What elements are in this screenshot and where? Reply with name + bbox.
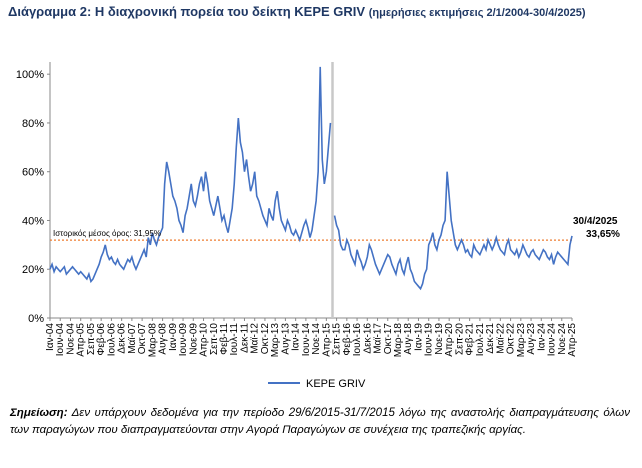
x-tick-label: Νοε-14 xyxy=(311,323,322,355)
x-tick-label: Μαϊ-12 xyxy=(250,323,261,354)
x-tick-label: Οκτ-07 xyxy=(137,323,148,355)
chart-title: Διάγραμμα 2: Η διαχρονική πορεία του δεί… xyxy=(8,4,586,19)
x-tick-label: Σεπ-20 xyxy=(454,323,465,355)
x-tick-label: Ιουλ-11 xyxy=(229,323,240,356)
x-tick-label: Δεκ-06 xyxy=(117,323,128,354)
x-tick-label: Ιαν-09 xyxy=(168,323,179,351)
x-tick-label: Απρ-20 xyxy=(444,323,455,357)
x-tick-label: Απρ-15 xyxy=(321,323,332,357)
chart: Διάγραμμα 2: Η διαχρονική πορεία του δεί… xyxy=(8,4,620,390)
x-tick-label: Ιαν-19 xyxy=(413,323,424,351)
x-tick-label: Μαρ-23 xyxy=(516,323,527,358)
x-tick-label: Νοε-19 xyxy=(434,323,445,355)
x-tick-label: Μαϊ-22 xyxy=(495,323,506,354)
note: Σημείωση: Δεν υπάρχουν δεδομένα για την … xyxy=(10,405,630,439)
x-tick-label: Δεκ-16 xyxy=(362,323,373,354)
x-tick-label: Ιουν-09 xyxy=(178,323,189,357)
title: Διάγραμμα 2: Η διαχρονική πορεία του δεί… xyxy=(8,4,365,19)
x-tick-label: Ιουν-14 xyxy=(301,323,312,357)
x-tick-label: Νοε-24 xyxy=(557,323,568,355)
x-tick-label: Αυγ-23 xyxy=(526,323,537,355)
end-value-label: 33,65% xyxy=(586,229,620,240)
legend-label: KEPE GRIV xyxy=(306,378,366,390)
x-tick-label: Ιαν-14 xyxy=(291,323,302,351)
x-tick-label: Σεπ-15 xyxy=(332,323,343,355)
data-line xyxy=(49,66,573,291)
note-label: Σημείωση: xyxy=(10,407,68,419)
x-tick-label: Φεβ-21 xyxy=(465,323,476,356)
subtitle: (ημερήσιες εκτιμήσεις 2/1/2004-30/4/2025… xyxy=(369,7,586,19)
x-tick-label: Σεπ-05 xyxy=(86,323,97,355)
x-tick-label: Αυγ-13 xyxy=(280,323,291,355)
x-tick-label: Οκτ-22 xyxy=(506,323,517,355)
x-tick-label: Απρ-10 xyxy=(199,323,210,357)
note-text: Δεν υπάρχουν δεδομένα για την περίοδο 29… xyxy=(10,407,630,436)
y-tick-label: 0% xyxy=(28,313,44,325)
x-tick-label: Μαρ-08 xyxy=(147,323,158,358)
x-tick-label: Νοε-09 xyxy=(188,323,199,355)
x-tick-label: Ιαν-24 xyxy=(536,323,547,351)
x-tick-label: Νοε-04 xyxy=(65,323,76,355)
x-tick-label: Απρ-05 xyxy=(76,323,87,357)
x-tick-label: Ιουλ-06 xyxy=(106,323,117,357)
y-tick-label: 60% xyxy=(22,167,44,179)
x-tick-label: Σεπ-10 xyxy=(209,323,220,355)
y-tick-label: 20% xyxy=(22,264,44,276)
y-tick-label: 40% xyxy=(22,215,44,227)
x-tick-label: Μαϊ-07 xyxy=(127,323,138,354)
y-tick-label: 80% xyxy=(22,118,44,130)
x-tick-label: Μαρ-13 xyxy=(270,323,281,358)
x-tick-label: Φεβ-06 xyxy=(96,323,107,356)
y-tick-label: 100% xyxy=(16,69,44,81)
x-tick-label: Ιουν-19 xyxy=(424,323,435,357)
end-date-label: 30/4/2025 xyxy=(573,216,618,227)
x-tick-label: Αυγ-18 xyxy=(403,323,414,355)
x-tick-label: Ιαν-04 xyxy=(45,323,56,351)
x-tick-label: Αυγ-08 xyxy=(158,323,169,355)
x-tick-label: Απρ-25 xyxy=(567,323,578,357)
x-tick-label: Δεκ-11 xyxy=(239,323,250,353)
x-tick-label: Δεκ-21 xyxy=(485,323,496,354)
x-tick-label: Φεβ-16 xyxy=(342,323,353,356)
x-tick-label: Φεβ-11 xyxy=(219,323,230,355)
x-tick-label: Οκτ-12 xyxy=(260,323,271,355)
x-tick-label: Ιουν-04 xyxy=(55,323,66,357)
x-tick-label: Μαϊ-17 xyxy=(373,323,384,354)
mean-label: Ιστορικός μέσος όρος: 31,95% xyxy=(53,229,161,238)
x-tick-label: Ιουλ-16 xyxy=(352,323,363,357)
x-tick-label: Μαρ-18 xyxy=(393,323,404,358)
x-tick-label: Ιουν-24 xyxy=(547,323,558,357)
x-tick-label: Οκτ-17 xyxy=(383,323,394,355)
x-tick-label: Ιουλ-21 xyxy=(475,323,486,357)
